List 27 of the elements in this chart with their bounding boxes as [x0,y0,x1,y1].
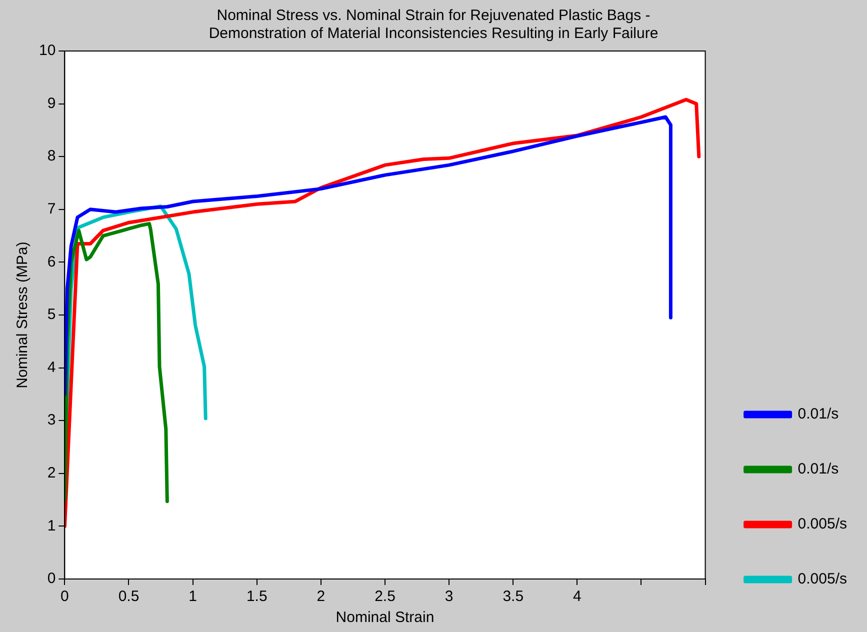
x-axis-title: Nominal Strain [336,609,434,626]
y-tick-label: 3 [47,412,56,429]
x-tick-label: 0 [60,588,69,606]
y-tick-label: 10 [38,42,56,60]
legend-label: 0.005/s [798,570,848,588]
y-tick-label: 4 [47,358,56,376]
y-tick-label: 2 [47,464,56,482]
x-tick-label: 4 [573,588,582,606]
x-tick-label: 2.5 [374,588,396,606]
y-tick-label: 1 [47,517,56,534]
y-tick-label: 0 [47,570,56,588]
chart-title: Nominal Stress vs. Nominal Strain for Rejuvenated Plastic Bags - Demonstration of Material Inconsistencies Resulting in Early Failure [208,7,658,42]
y-tick-label: 6 [47,253,56,270]
x-tick-label: 1 [188,588,197,606]
legend-label: 0.01/s [798,406,839,423]
x-tick-label: 3.5 [502,588,524,606]
x-tick-label: 1.5 [246,588,268,606]
x-tick-label: 3 [444,588,454,606]
y-axis-title: Nominal Stress (MPa) [14,242,32,388]
y-tick-label: 8 [47,148,56,165]
legend-label: 0.01/s [798,460,839,478]
x-tick-label: 2 [316,588,326,606]
legend-label: 0.005/s [798,516,848,533]
y-tick-label: 7 [47,200,56,218]
y-tick-label: 9 [47,94,56,112]
y-tick-label: 5 [47,306,56,324]
x-tick-label: 0.5 [118,588,140,606]
